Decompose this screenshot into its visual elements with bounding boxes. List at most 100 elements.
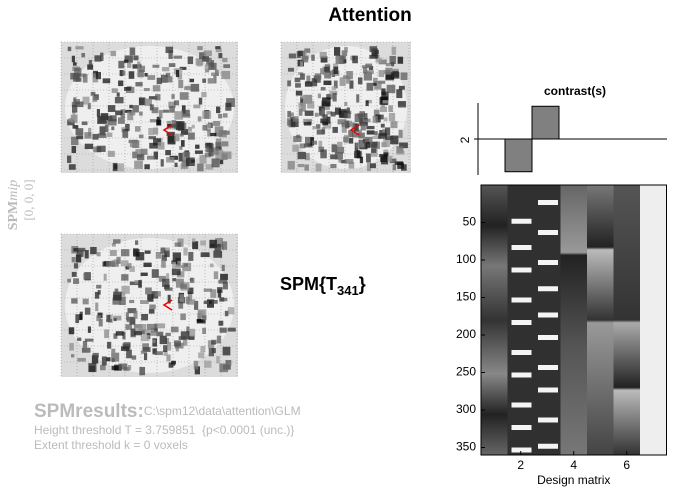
mip-blob: [149, 142, 158, 149]
mip-blob: [119, 70, 124, 77]
mip-blob: [400, 72, 408, 81]
mip-blob: [126, 349, 132, 359]
mip-blob: [144, 72, 148, 77]
mip-blob: [207, 129, 211, 137]
mip-blob: [326, 94, 335, 100]
mip-blob: [287, 110, 291, 118]
mip-blob: [139, 366, 146, 376]
mip-blob: [300, 73, 305, 80]
mip-blob: [351, 122, 356, 130]
mip-blob: [156, 116, 161, 125]
mip-blob: [103, 273, 107, 281]
mip-blob: [292, 116, 299, 122]
mip-blob: [300, 95, 306, 99]
mip-blob: [123, 59, 129, 63]
mip-blob: [81, 347, 91, 353]
mip-blob: [167, 76, 173, 83]
mip-blob: [152, 85, 161, 92]
mip-blob: [144, 164, 150, 170]
mip-blob: [117, 163, 124, 172]
mip-blob: [96, 284, 102, 289]
mip-blob: [219, 327, 227, 333]
mip-blob: [98, 115, 107, 123]
mip-blob: [222, 113, 228, 118]
mip-blob: [317, 93, 322, 99]
mip-blob: [138, 324, 147, 332]
mip-blob: [144, 250, 151, 254]
mip-blob: [111, 88, 118, 93]
mip-blob: [218, 320, 224, 326]
mip-blob: [197, 163, 204, 172]
mip-blob: [389, 158, 397, 164]
mip-blob: [203, 301, 210, 305]
mip-blob: [87, 326, 91, 333]
mip-blob: [143, 87, 150, 92]
mip-blob: [218, 279, 227, 284]
mip-blob: [135, 126, 141, 132]
mip-blob: [215, 48, 222, 53]
mip-blob: [104, 329, 110, 339]
mip-blob: [320, 87, 326, 91]
mip-blob: [165, 72, 171, 78]
mip-blob: [341, 56, 346, 61]
mip-blob: [334, 107, 341, 115]
mip-blob: [387, 155, 393, 162]
dm-stripe: [511, 297, 532, 303]
mip-blob: [304, 110, 314, 116]
mip-blob: [221, 153, 228, 161]
dm-col: [640, 185, 667, 455]
mip-blob: [316, 129, 325, 135]
mip-blob: [106, 318, 113, 323]
mip-blob: [113, 291, 122, 301]
mip-blob: [345, 120, 350, 129]
mip-blob: [207, 299, 214, 308]
mip-blob: [300, 96, 304, 106]
mip-blob: [185, 85, 191, 91]
mip-blob: [107, 341, 112, 349]
mip-blob: [104, 124, 109, 133]
mip-blob: [125, 109, 132, 113]
mip-blob: [72, 125, 79, 129]
mip-blob: [372, 135, 381, 140]
mip-blob: [191, 124, 195, 129]
dm-stripe: [511, 245, 532, 250]
mip-blob: [113, 315, 122, 321]
mip-blob: [356, 150, 360, 159]
mip-blob: [166, 354, 171, 362]
mip-blob: [137, 69, 144, 78]
mip-blob: [137, 61, 141, 70]
mip-blob: [71, 104, 78, 113]
mip-blob: [188, 335, 195, 340]
mip-blob: [358, 113, 364, 119]
mip-blob: [329, 90, 338, 95]
mip-blob: [114, 288, 119, 294]
mip-blob: [365, 141, 370, 149]
mip-blob: [74, 101, 84, 108]
mip-blob: [169, 105, 175, 113]
mip-blob: [186, 326, 190, 333]
mip-blob: [219, 363, 229, 373]
mip-blob: [150, 330, 157, 336]
mip-blob: [164, 250, 170, 258]
mip-blob: [157, 142, 165, 150]
mip-blob: [166, 341, 172, 351]
mip-blob: [296, 51, 301, 58]
mip-blob: [289, 112, 294, 117]
mip-blob: [163, 345, 168, 353]
mip-blob: [147, 75, 156, 80]
mip-blob: [146, 323, 155, 330]
mip-blob: [364, 136, 373, 144]
mip-blob: [349, 138, 354, 144]
mip-blob: [106, 357, 111, 362]
mip-blob: [202, 56, 209, 62]
mip-blob: [302, 50, 307, 57]
mip-blob: [381, 91, 389, 101]
mip-blob: [363, 71, 373, 81]
mip-blob: [330, 154, 338, 160]
mip-blob: [100, 52, 104, 61]
dm-stripe: [538, 335, 558, 340]
mip-blob: [160, 247, 166, 254]
mip-blob: [92, 73, 99, 83]
mip-blob: [292, 144, 300, 152]
mip-blob: [296, 134, 301, 138]
